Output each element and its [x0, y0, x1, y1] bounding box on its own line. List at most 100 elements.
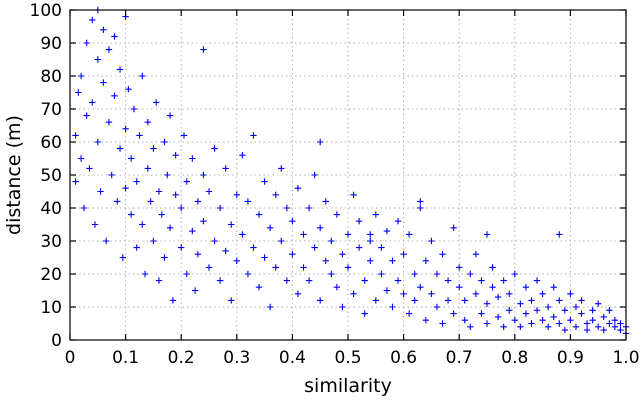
data-point — [91, 221, 99, 228]
data-point — [539, 290, 546, 297]
data-point — [394, 218, 402, 225]
data-point — [528, 320, 535, 327]
data-point — [433, 270, 441, 278]
data-point — [444, 297, 452, 304]
data-point — [116, 66, 124, 73]
data-point — [550, 313, 557, 321]
data-point — [239, 152, 246, 159]
data-point — [344, 231, 352, 238]
x-tick-label: 0.3 — [223, 348, 250, 368]
data-point — [200, 46, 207, 53]
x-tick-label: 0.2 — [168, 348, 195, 368]
x-axis-ticks: 0 0.1 0.2 0.3 0.4 0.5 0.6 0.7 0.8 0.9 1.0 — [65, 10, 640, 368]
data-point — [250, 244, 257, 251]
data-point — [105, 46, 113, 53]
data-point — [578, 297, 585, 304]
data-point — [255, 284, 263, 291]
data-point — [83, 112, 90, 119]
data-point — [172, 191, 179, 198]
y-axis-title: distance (m) — [3, 115, 25, 235]
x-tick-label: 0.4 — [279, 348, 306, 368]
data-point — [139, 221, 146, 228]
data-point — [339, 303, 346, 311]
data-point — [561, 307, 569, 314]
data-point — [489, 264, 496, 271]
data-point — [322, 257, 329, 264]
data-point — [294, 185, 302, 192]
data-point — [583, 326, 591, 334]
data-point — [478, 310, 485, 317]
data-point — [119, 254, 127, 261]
data-point — [439, 251, 446, 258]
data-point — [367, 257, 374, 264]
data-point — [350, 290, 357, 297]
data-point — [506, 307, 513, 314]
data-point — [172, 152, 179, 159]
data-point — [194, 198, 202, 205]
data-point — [556, 320, 563, 327]
data-point — [89, 99, 96, 106]
data-point — [328, 237, 335, 245]
data-point — [589, 307, 596, 314]
y-tick-label: 100 — [30, 1, 62, 21]
data-point — [383, 227, 391, 235]
data-point — [389, 303, 396, 311]
data-point — [239, 231, 246, 238]
data-point — [611, 323, 619, 330]
data-point — [222, 165, 229, 172]
data-point — [211, 237, 218, 245]
x-axis-title: similarity — [304, 375, 392, 397]
data-point — [155, 277, 163, 284]
data-point — [144, 119, 152, 126]
data-point — [136, 132, 143, 139]
data-point — [617, 326, 624, 334]
data-point — [116, 145, 124, 152]
data-point — [86, 165, 93, 172]
data-point — [389, 257, 396, 264]
data-point — [114, 198, 121, 205]
y-axis-ticks: 0 10 20 30 40 50 60 70 80 90 100 — [30, 1, 626, 351]
data-point — [461, 297, 468, 304]
data-point — [152, 99, 160, 106]
y-tick-label: 50 — [40, 166, 62, 186]
data-point — [261, 254, 268, 261]
data-point — [355, 218, 363, 225]
data-point — [72, 132, 79, 139]
data-point — [144, 165, 152, 172]
data-point — [456, 264, 463, 271]
data-point — [166, 224, 174, 231]
data-point — [589, 317, 596, 324]
data-point — [122, 125, 129, 132]
data-point — [394, 277, 402, 284]
data-point — [339, 251, 346, 258]
data-point — [467, 323, 474, 330]
data-point — [461, 317, 468, 324]
data-point — [97, 188, 104, 195]
data-point — [108, 171, 115, 179]
data-point — [444, 277, 452, 284]
data-point — [161, 254, 168, 261]
data-point — [289, 251, 296, 258]
data-point — [606, 307, 613, 314]
data-point — [317, 224, 324, 231]
data-point — [472, 290, 480, 297]
data-point — [272, 191, 279, 198]
data-point — [417, 204, 424, 212]
data-point — [189, 227, 196, 235]
data-point — [517, 323, 524, 330]
data-point — [244, 270, 252, 278]
data-point — [266, 303, 274, 311]
data-point — [289, 218, 296, 225]
data-point — [595, 323, 602, 330]
data-point — [617, 320, 624, 327]
data-point — [539, 317, 546, 324]
data-point — [141, 270, 149, 278]
data-point — [372, 211, 379, 218]
x-tick-label: 0.7 — [446, 348, 473, 368]
data-point — [355, 244, 363, 251]
data-point — [378, 244, 385, 251]
data-point — [383, 287, 391, 294]
data-point — [272, 264, 279, 271]
x-tick-label: 0 — [65, 348, 76, 368]
data-point — [522, 310, 530, 317]
